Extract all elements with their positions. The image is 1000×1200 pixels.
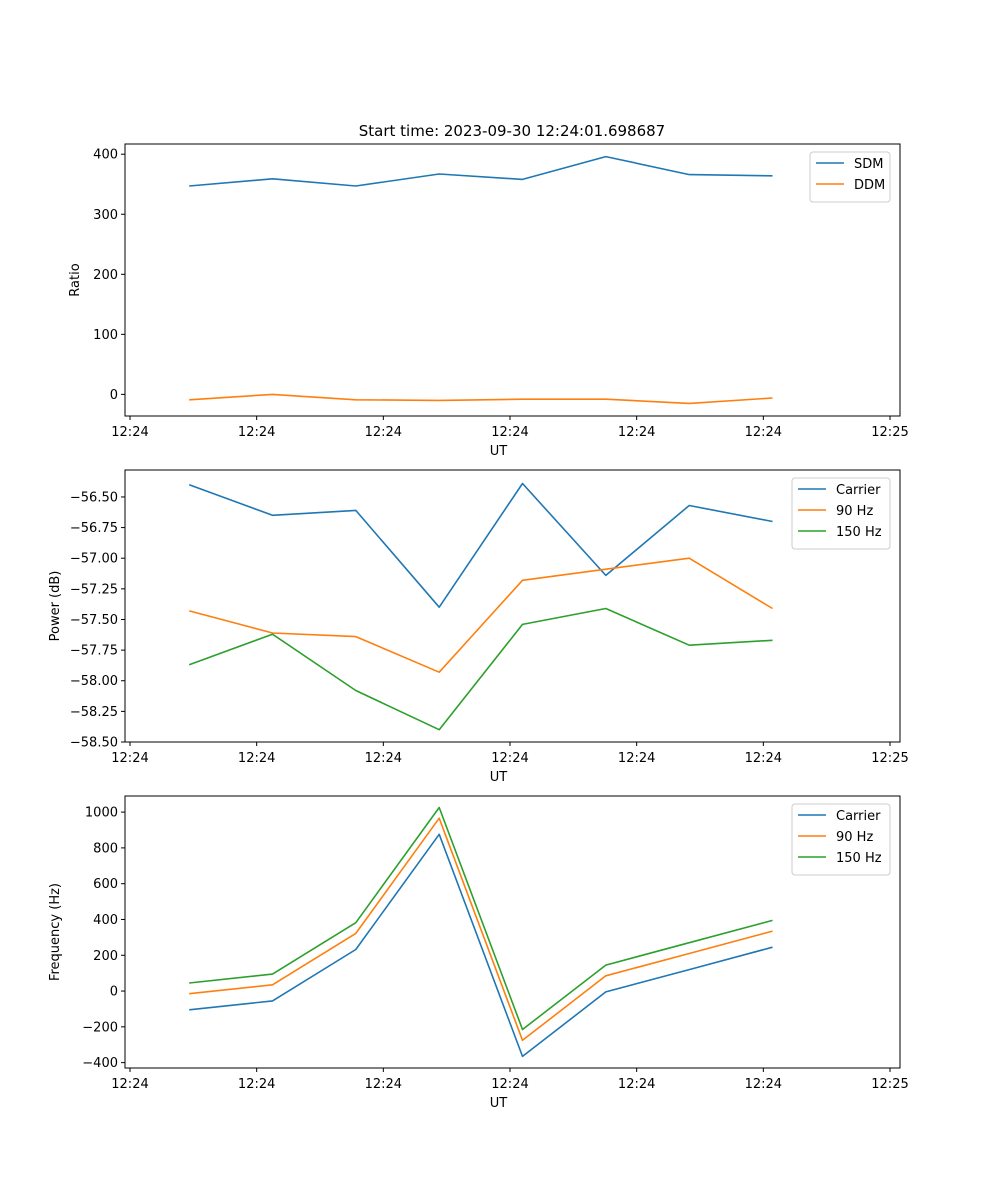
- x-axis-label: UT: [490, 770, 508, 785]
- y-tick-label: −57.50: [70, 613, 118, 628]
- y-tick-label: −58.50: [70, 736, 118, 751]
- y-tick-label: −57.75: [70, 644, 118, 659]
- legend-label: SDM: [854, 157, 883, 172]
- legend-label: 90 Hz: [836, 504, 873, 519]
- y-axis-label: Power (dB): [48, 571, 63, 642]
- y-tick-label: 200: [93, 949, 118, 964]
- y-tick-label: −57.00: [70, 552, 118, 567]
- y-tick-label: 1000: [85, 806, 118, 821]
- x-tick-label: 12:24: [618, 425, 655, 440]
- legend: SDM DDM: [809, 151, 891, 203]
- figure-title: Start time: 2023-09-30 12:24:01.698687: [359, 122, 665, 140]
- x-tick-label: 12:24: [491, 751, 528, 766]
- axes-frame: [124, 143, 901, 417]
- legend-label: 150 Hz: [836, 525, 882, 540]
- x-tick-label: 12:24: [618, 1077, 655, 1092]
- y-tick-label: −400: [82, 1056, 118, 1071]
- x-tick-label: 12:24: [238, 1077, 275, 1092]
- x-tick-label: 12:25: [871, 425, 908, 440]
- y-tick-label: 400: [93, 148, 118, 163]
- legend-box: [809, 151, 891, 203]
- series-line-ddm: [189, 393, 773, 405]
- y-tick-label: −57.25: [70, 582, 118, 597]
- x-tick-label: 12:24: [745, 1077, 782, 1092]
- y-axis-label: Ratio: [68, 263, 83, 296]
- y-tick-label: −58.25: [70, 705, 118, 720]
- y-tick-label: 400: [93, 913, 118, 928]
- subplot-1: 0 100 200 300 400 12:24 12:24 12:24 12:24 12:24 12…: [68, 143, 909, 459]
- y-tick-label: 200: [93, 268, 118, 283]
- legend: Carrier 90 Hz 150 Hz: [791, 803, 891, 876]
- x-axis-label: UT: [490, 1096, 508, 1111]
- y-tick-label: 100: [93, 328, 118, 343]
- plots: 0 100 200 300 400 12:24 12:24 12:24 12:24 12:24 12…: [48, 143, 909, 1111]
- series-line-sdm: [189, 155, 773, 187]
- series-line-90-hz: [188, 557, 773, 674]
- x-tick-label: 12:24: [491, 1077, 528, 1092]
- legend-label: 90 Hz: [836, 830, 873, 845]
- x-axis-label: UT: [490, 444, 508, 459]
- x-tick-label: 12:24: [365, 751, 402, 766]
- y-tick-label: −58.00: [70, 674, 118, 689]
- y-tick-label: −56.50: [70, 490, 118, 505]
- x-tick-label: 12:24: [365, 425, 402, 440]
- legend-label: Carrier: [836, 483, 881, 498]
- x-tick-label: 12:24: [365, 1077, 402, 1092]
- y-tick-label: −56.75: [70, 521, 118, 536]
- y-tick-label: 800: [93, 841, 118, 856]
- y-axis-label: Frequency (Hz): [48, 883, 63, 981]
- legend-label: 150 Hz: [836, 851, 882, 866]
- x-tick-label: 12:24: [618, 751, 655, 766]
- y-tick-label: −200: [82, 1020, 118, 1035]
- x-tick-label: 12:25: [871, 751, 908, 766]
- series-line-carrier: [189, 833, 773, 1058]
- x-tick-label: 12:24: [745, 751, 782, 766]
- x-tick-label: 12:24: [238, 751, 275, 766]
- axes-frame: [124, 469, 901, 743]
- y-tick-label: 0: [110, 388, 118, 403]
- y-tick-label: 300: [93, 208, 118, 223]
- x-tick-label: 12:24: [745, 425, 782, 440]
- x-tick-label: 12:24: [111, 425, 148, 440]
- y-tick-label: 600: [93, 877, 118, 892]
- subplot-3: −400 −200 0 200 400 600 800 1000 12:24 12:24 12:24…: [48, 795, 909, 1111]
- series-line-90-hz: [189, 817, 773, 1042]
- x-tick-label: 12:24: [111, 1077, 148, 1092]
- axes-frame: [124, 795, 901, 1069]
- series-line-150-hz: [189, 806, 773, 1031]
- series-line-carrier: [188, 482, 773, 609]
- x-tick-label: 12:24: [238, 425, 275, 440]
- x-tick-label: 12:25: [871, 1077, 908, 1092]
- y-tick-label: 0: [110, 985, 118, 1000]
- series-line-150-hz: [188, 607, 773, 731]
- x-tick-label: 12:24: [491, 425, 528, 440]
- x-tick-label: 12:24: [111, 751, 148, 766]
- subplot-2: −58.50 −58.25 −58.00 −57.75 −57.50 −57.25 −57.…: [48, 469, 909, 785]
- legend-label: Carrier: [836, 809, 881, 824]
- legend-label: DDM: [854, 178, 885, 193]
- legend: Carrier 90 Hz 150 Hz: [791, 477, 891, 550]
